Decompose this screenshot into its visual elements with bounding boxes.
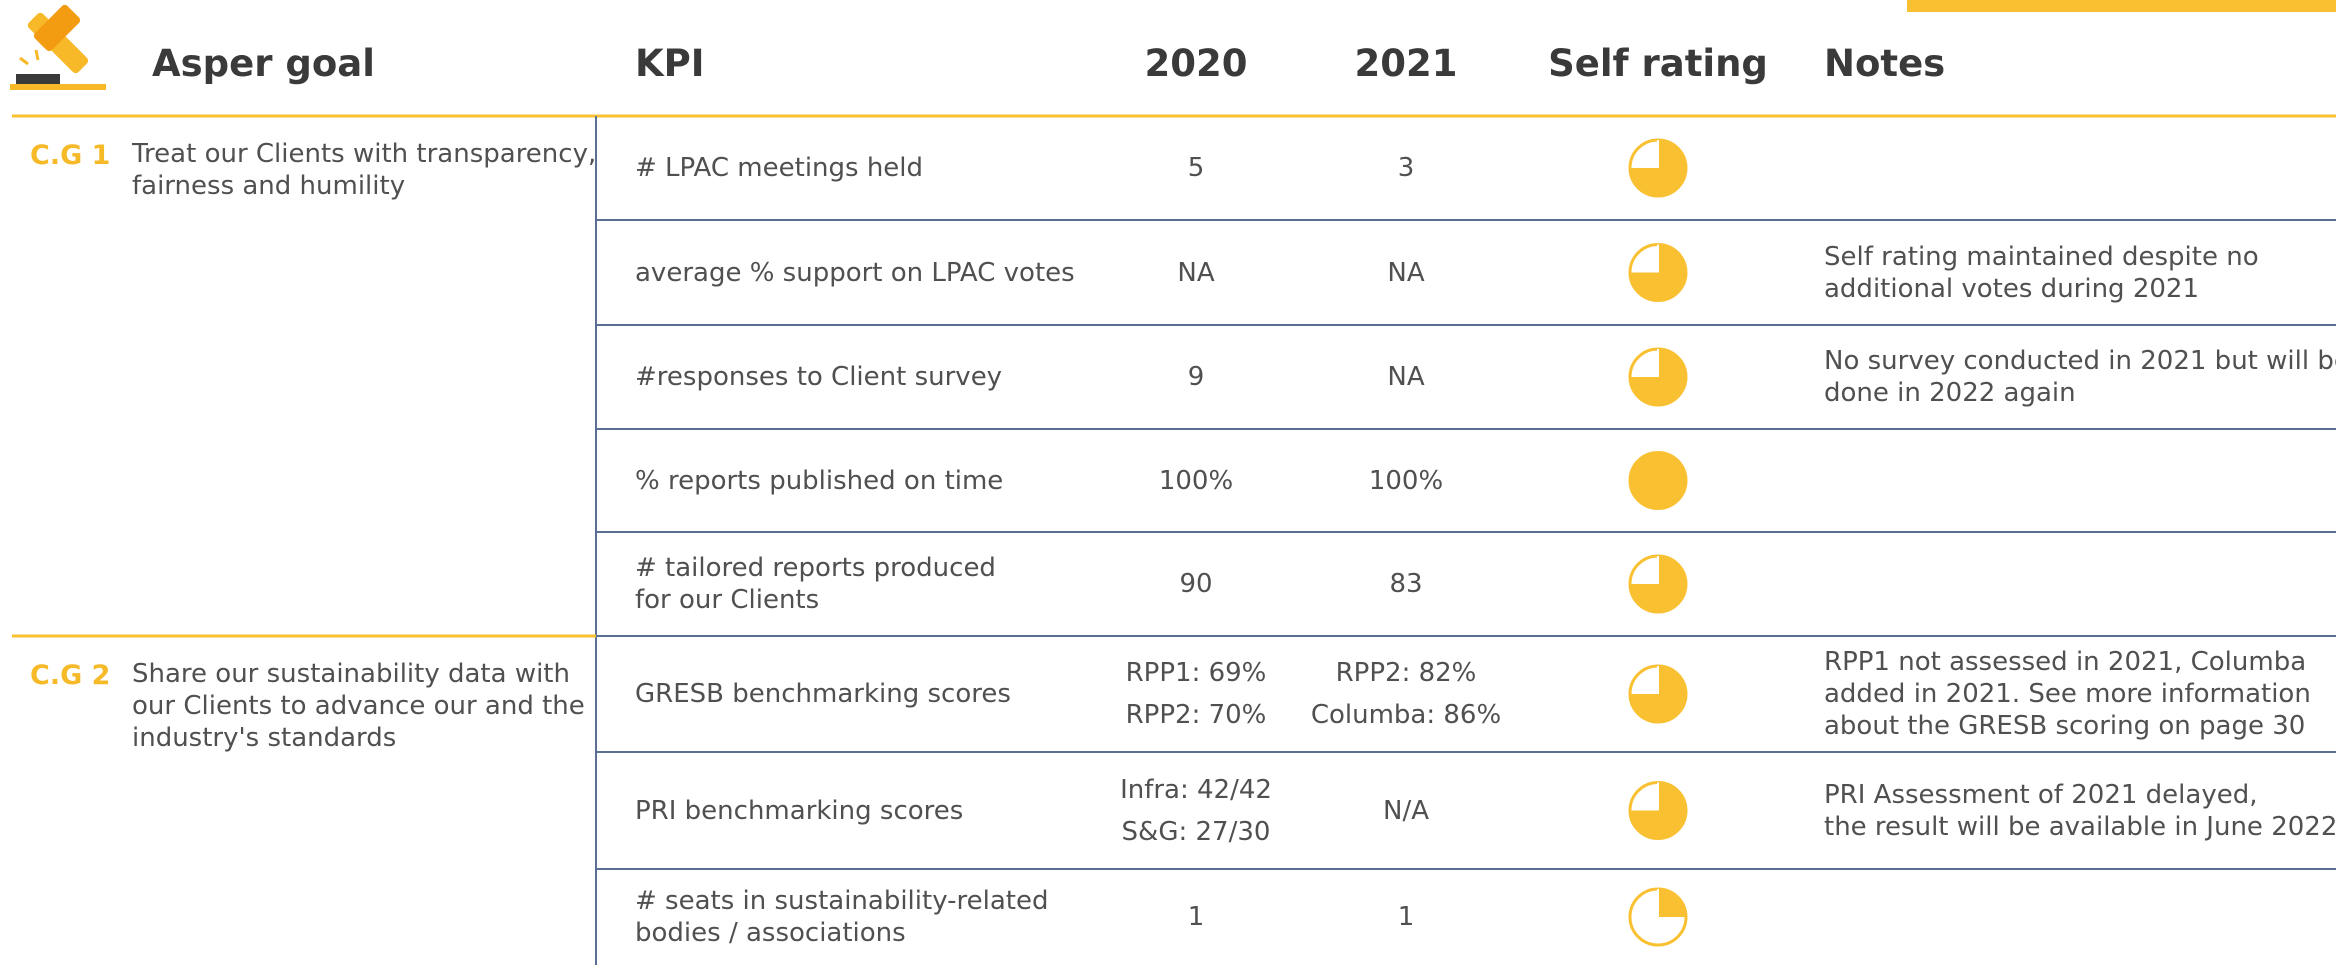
kpi-line: # LPAC meetings held <box>635 153 924 183</box>
harvey-ball <box>1628 138 1688 198</box>
value-2021-line: 100% <box>1368 465 1444 496</box>
harvey-ball <box>1628 554 1688 614</box>
value-2021: 3 <box>1276 147 1536 189</box>
kpi-line: % reports published on time <box>635 465 1004 496</box>
value-2020: 1 <box>1066 896 1326 938</box>
kpi: GRESB benchmarking scores <box>635 678 1011 710</box>
kpi-line: # seats in sustainability-related <box>635 886 1049 916</box>
value-2020-line: S&G: 27/30 <box>1121 816 1271 847</box>
harvey-ball <box>1628 347 1688 407</box>
kpi-line: #responses to Client survey <box>635 362 1003 392</box>
value-2020-line: 90 <box>1179 569 1213 599</box>
value-2021-line: NA <box>1387 362 1425 392</box>
notes-line: done in 2022 again <box>1824 378 2076 408</box>
corner-bar <box>1907 0 2336 12</box>
harvey-ball <box>1628 887 1688 947</box>
notes-line: additional votes during 2021 <box>1824 273 2199 304</box>
notes: PRI Assessment of 2021 delayed, the resul… <box>1824 779 2336 843</box>
header-rating: Self rating <box>1548 42 1768 85</box>
group-goal: Share our sustainability data with our Cl… <box>132 658 585 754</box>
ball-fill <box>1658 889 1686 917</box>
harvey-ball <box>1628 664 1688 724</box>
header-kpi: KPI <box>635 42 705 85</box>
kpi-line: average % support on LPAC votes <box>635 257 1075 288</box>
kpi-line: for our Clients <box>635 585 820 615</box>
value-2021-line: N/A <box>1383 795 1429 826</box>
value-2020-line: 5 <box>1187 153 1205 183</box>
kpi: # tailored reports produced for our Clien… <box>635 552 996 616</box>
kpi: average % support on LPAC votes <box>635 257 1075 289</box>
header-goal: Asper goal <box>152 42 375 85</box>
value-2020: 5 <box>1066 147 1326 189</box>
value-2020: 90 <box>1066 563 1326 605</box>
group-goal-line: Treat our Clients with transparency, <box>132 139 597 169</box>
kpi: # seats in sustainability-related bodies … <box>635 885 1048 949</box>
harvey-ball <box>1628 451 1688 510</box>
value-2020: NA <box>1066 252 1326 294</box>
value-2021: N/A <box>1276 790 1536 832</box>
header-notes: Notes <box>1824 42 1946 85</box>
header-2021: 2021 <box>1354 42 1458 85</box>
value-2020: 100% <box>1066 460 1326 502</box>
notes: Self rating maintained despite no additio… <box>1824 241 2259 305</box>
notes-line: added in 2021. See more information <box>1824 679 2311 709</box>
value-2021-line: Columba: 86% <box>1310 700 1502 730</box>
notes: RPP1 not assessed in 2021, Columba added … <box>1824 646 2311 742</box>
header-2020: 2020 <box>1144 42 1248 85</box>
group-goal-line: fairness and humility <box>132 171 406 201</box>
value-2020: 9 <box>1066 356 1326 398</box>
group-id: C.G 1 <box>30 140 111 171</box>
value-2021-line: 1 <box>1397 902 1415 932</box>
value-2020: Infra: 42/42 S&G: 27/30 <box>1066 769 1326 853</box>
value-2021: 100% <box>1276 460 1536 502</box>
value-2021: RPP2: 82% Columba: 86% <box>1276 652 1536 736</box>
value-2021: 83 <box>1276 563 1536 605</box>
harvey-ball <box>1628 243 1688 302</box>
notes: No survey conducted in 2021 but will be d… <box>1824 345 2336 409</box>
value-2021: 1 <box>1276 896 1536 938</box>
value-2020-line: NA <box>1177 257 1215 288</box>
kpi-line: PRI benchmarking scores <box>635 795 964 826</box>
group-goal: Treat our Clients with transparency, fair… <box>132 138 596 202</box>
value-2020-line: Infra: 42/42 <box>1120 774 1272 805</box>
value-2021: NA <box>1276 356 1536 398</box>
notes-line: PRI Assessment of 2021 delayed, <box>1824 779 2258 810</box>
notes-line: RPP1 not assessed in 2021, Columba <box>1824 647 2307 677</box>
ball-fill <box>1630 452 1686 509</box>
value-2020-line: 100% <box>1158 465 1234 496</box>
value-2020-line: RPP1: 69% <box>1125 658 1267 688</box>
gavel-icon <box>10 4 106 90</box>
value-2020: RPP1: 69% RPP2: 70% <box>1066 652 1326 736</box>
kpi: # LPAC meetings held <box>635 152 923 184</box>
harvey-ball <box>1628 781 1688 840</box>
value-2021-line: NA <box>1387 257 1425 288</box>
notes-line: about the GRESB scoring on page 30 <box>1824 711 2306 741</box>
notes-line: No survey conducted in 2021 but will be <box>1824 346 2336 376</box>
group-id: C.G 2 <box>30 660 111 691</box>
kpi: #responses to Client survey <box>635 361 1002 393</box>
kpi-line: # tailored reports produced <box>635 553 996 583</box>
group-goal-line: industry's standards <box>132 723 397 753</box>
kpi: PRI benchmarking scores <box>635 795 963 827</box>
value-2021-line: 83 <box>1389 569 1423 599</box>
value-2020-line: 9 <box>1187 362 1205 392</box>
notes-line: Self rating maintained despite no <box>1824 241 2259 272</box>
value-2020-line: RPP2: 70% <box>1125 700 1267 730</box>
notes-line: the result will be available in June 202… <box>1824 811 2336 842</box>
value-2020-line: 1 <box>1187 902 1205 932</box>
value-2021-line: RPP2: 82% <box>1335 658 1477 688</box>
group-goal-line: Share our sustainability data with <box>132 659 570 689</box>
kpi-line: bodies / associations <box>635 918 906 948</box>
kpi: % reports published on time <box>635 465 1003 497</box>
group-goal-line: our Clients to advance our and the <box>132 691 585 721</box>
value-2021-line: 3 <box>1397 153 1415 183</box>
value-2021: NA <box>1276 252 1536 294</box>
kpi-line: GRESB benchmarking scores <box>635 679 1011 709</box>
